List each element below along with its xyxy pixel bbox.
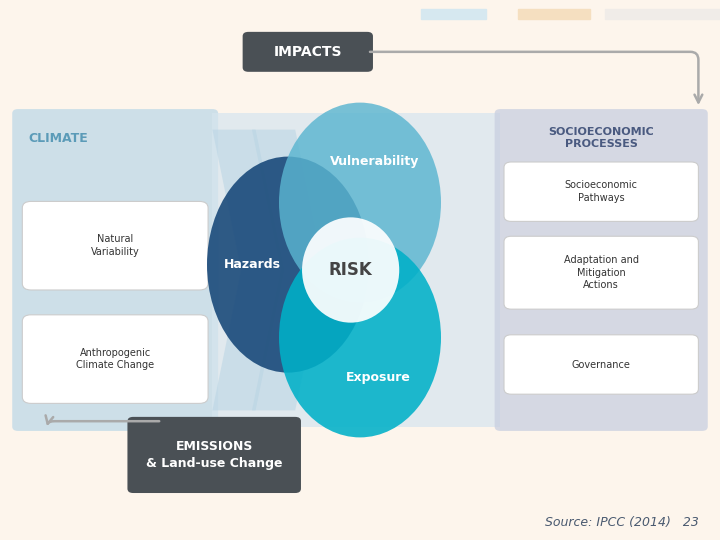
Text: Natural
Variability: Natural Variability bbox=[91, 234, 140, 257]
PathPatch shape bbox=[252, 130, 324, 410]
FancyBboxPatch shape bbox=[12, 109, 218, 431]
Text: Governance: Governance bbox=[572, 360, 631, 369]
FancyBboxPatch shape bbox=[22, 201, 208, 290]
Bar bbox=[605, 9, 720, 19]
Text: SOCIOECONOMIC
PROCESSES: SOCIOECONOMIC PROCESSES bbox=[549, 127, 654, 149]
Ellipse shape bbox=[279, 238, 441, 437]
Ellipse shape bbox=[279, 103, 441, 302]
Text: Hazards: Hazards bbox=[223, 258, 281, 271]
Bar bbox=[421, 9, 486, 19]
FancyBboxPatch shape bbox=[504, 335, 698, 394]
Ellipse shape bbox=[302, 217, 400, 322]
PathPatch shape bbox=[212, 130, 284, 410]
Ellipse shape bbox=[207, 157, 369, 373]
Text: Socioeconomic
Pathways: Socioeconomic Pathways bbox=[564, 180, 638, 203]
Text: Vulnerability: Vulnerability bbox=[330, 156, 419, 168]
FancyBboxPatch shape bbox=[243, 32, 373, 72]
FancyBboxPatch shape bbox=[495, 109, 708, 431]
Text: RISK: RISK bbox=[329, 261, 372, 279]
FancyBboxPatch shape bbox=[127, 417, 301, 493]
Text: Source: IPCC (2014)   23: Source: IPCC (2014) 23 bbox=[544, 516, 698, 529]
FancyBboxPatch shape bbox=[504, 237, 698, 309]
Text: CLIMATE: CLIMATE bbox=[29, 132, 89, 145]
Text: Exposure: Exposure bbox=[346, 372, 410, 384]
FancyBboxPatch shape bbox=[504, 162, 698, 221]
Bar bbox=[518, 9, 590, 19]
FancyBboxPatch shape bbox=[22, 315, 208, 403]
Text: Adaptation and
Mitigation
Actions: Adaptation and Mitigation Actions bbox=[564, 255, 639, 290]
Text: EMISSIONS
& Land-use Change: EMISSIONS & Land-use Change bbox=[146, 440, 282, 470]
Text: IMPACTS: IMPACTS bbox=[274, 45, 342, 59]
Text: Anthropogenic
Climate Change: Anthropogenic Climate Change bbox=[76, 348, 154, 370]
Bar bbox=[212, 113, 500, 427]
